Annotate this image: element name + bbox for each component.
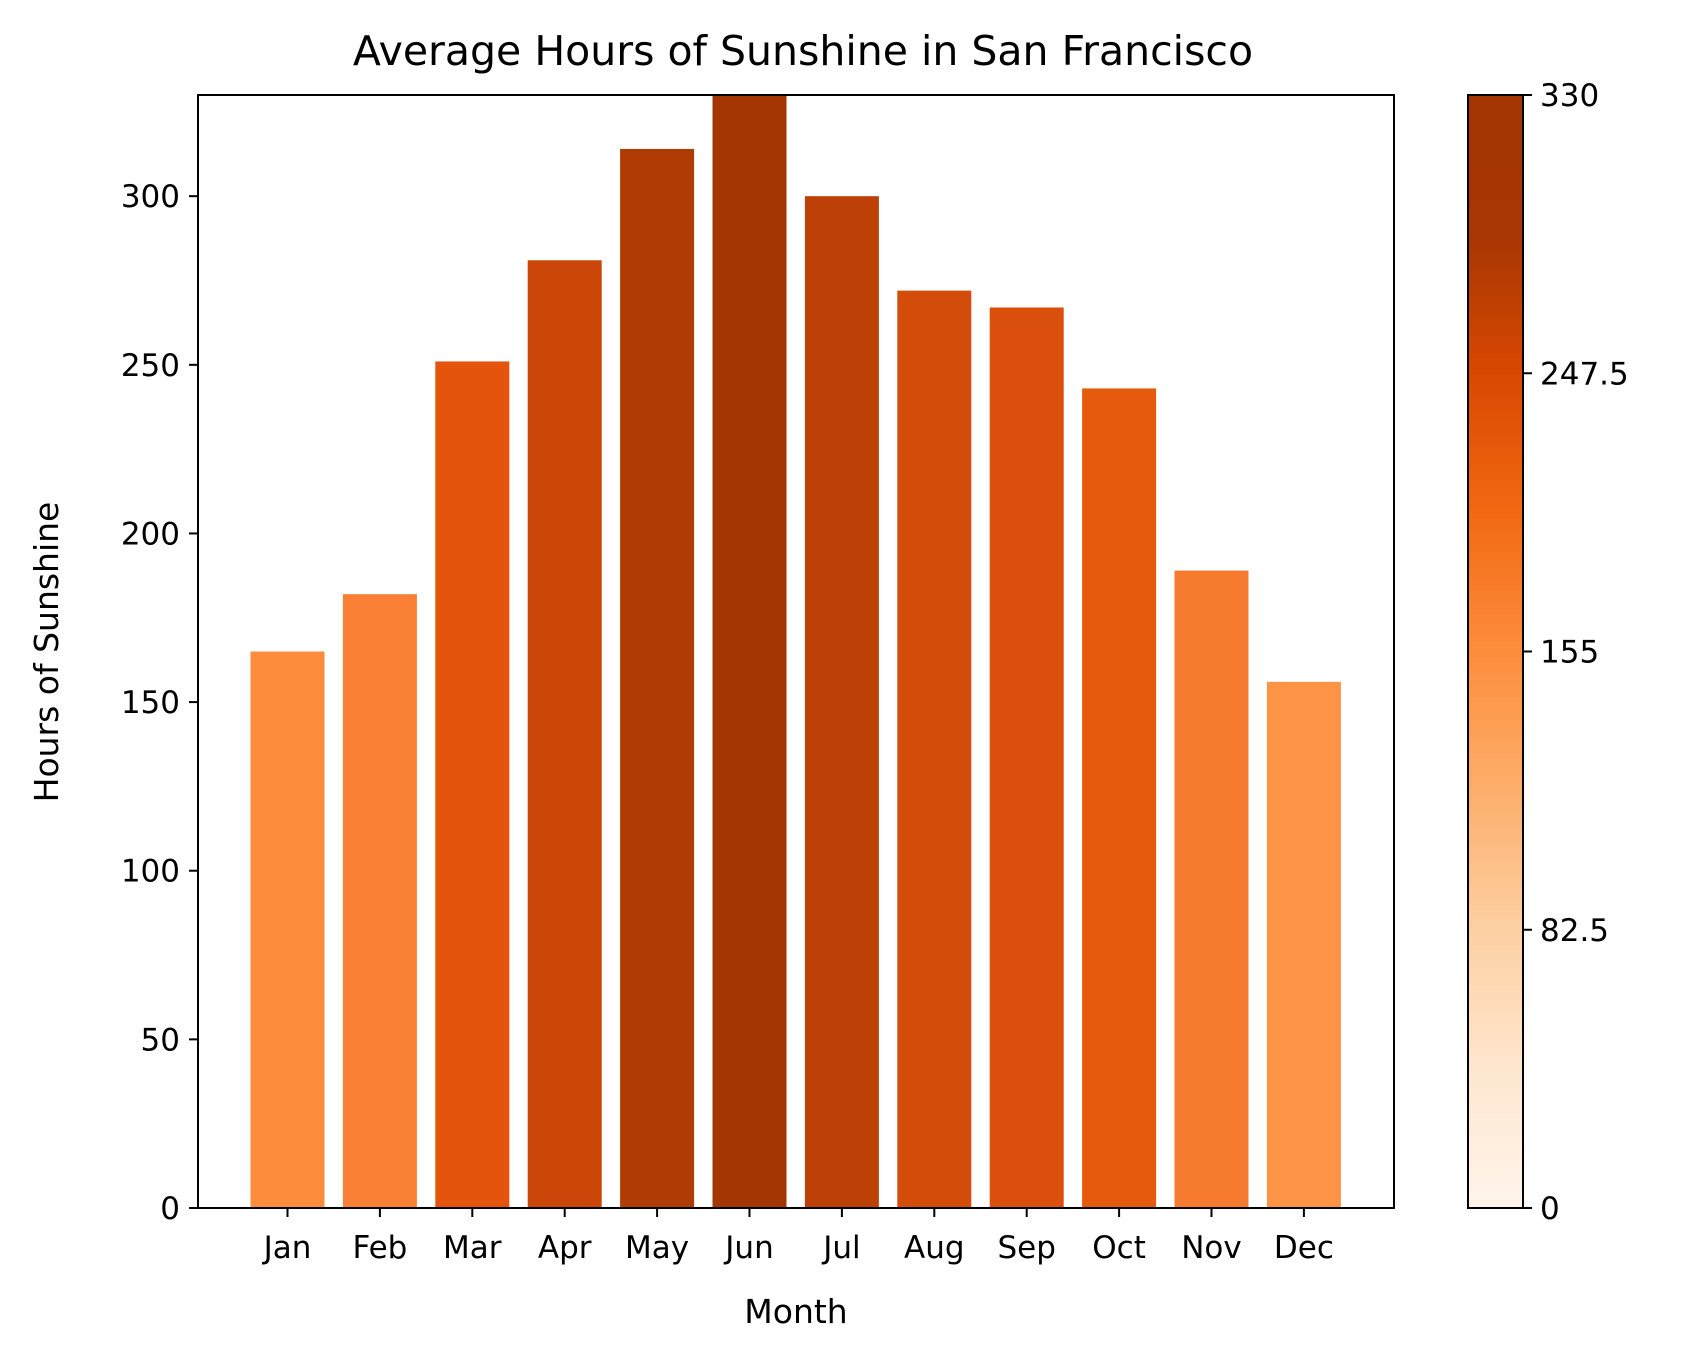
plot-frame [197, 94, 1395, 1209]
x-tick-label-dec: Dec [1274, 1230, 1334, 1266]
chart-title: Average Hours of Sunshine in San Francis… [353, 27, 1253, 75]
colorbar-tick-label: 155 [1540, 635, 1599, 671]
bar-feb [342, 594, 417, 1208]
colorbar-tick-label: 82.5 [1540, 913, 1609, 949]
bar-aug [897, 290, 972, 1209]
bar-apr [527, 260, 602, 1208]
bar-nov [1174, 570, 1249, 1208]
x-tick-label-jul: Jul [821, 1230, 860, 1266]
colorbar-gradient [1467, 94, 1524, 1209]
bar-jul [804, 196, 879, 1208]
colorbar: 0 82.5 155 247.5 330 [1467, 78, 1629, 1227]
x-tick-label-aug: Aug [904, 1230, 965, 1266]
x-tick-label-mar: Mar [443, 1230, 502, 1266]
bar-dec [1266, 681, 1341, 1208]
x-tick-label-jan: Jan [262, 1230, 312, 1266]
x-tick-label-jun: Jun [723, 1230, 773, 1266]
bar-sep [989, 307, 1064, 1208]
y-tick-label: 250 [121, 348, 180, 384]
bars-group [250, 95, 1341, 1209]
x-tick-label-feb: Feb [352, 1230, 407, 1266]
bar-may [620, 148, 695, 1209]
bar-oct [1082, 388, 1157, 1209]
y-tick-label: 50 [141, 1022, 180, 1058]
y-tick-label: 100 [121, 854, 180, 890]
x-tick-label-oct: Oct [1092, 1230, 1146, 1266]
bar-mar [435, 361, 510, 1209]
bar-jun [712, 95, 787, 1208]
y-tick-label: 0 [160, 1191, 180, 1227]
y-axis: 0 50 100 150 200 250 300 [121, 179, 198, 1227]
colorbar-ticks: 0 82.5 155 247.5 330 [1523, 78, 1629, 1227]
x-tick-label-apr: Apr [538, 1230, 592, 1266]
x-tick-label-sep: Sep [997, 1230, 1055, 1266]
x-axis: Jan Feb Mar Apr May Jun Jul Aug Sep Oct Nov Dec [262, 1208, 1334, 1266]
y-axis-label: Hours of Sunshine [27, 502, 66, 803]
colorbar-tick-label: 330 [1540, 78, 1599, 114]
y-tick-label: 200 [121, 516, 180, 552]
bar-jan [250, 651, 325, 1208]
colorbar-tick-label: 0 [1540, 1191, 1560, 1227]
x-axis-label: Month [744, 1292, 847, 1331]
colorbar-tick-label: 247.5 [1540, 356, 1629, 392]
x-tick-label-may: May [625, 1230, 689, 1266]
y-tick-label: 300 [121, 179, 180, 215]
y-tick-label: 150 [121, 685, 180, 721]
x-tick-label-nov: Nov [1181, 1230, 1242, 1266]
